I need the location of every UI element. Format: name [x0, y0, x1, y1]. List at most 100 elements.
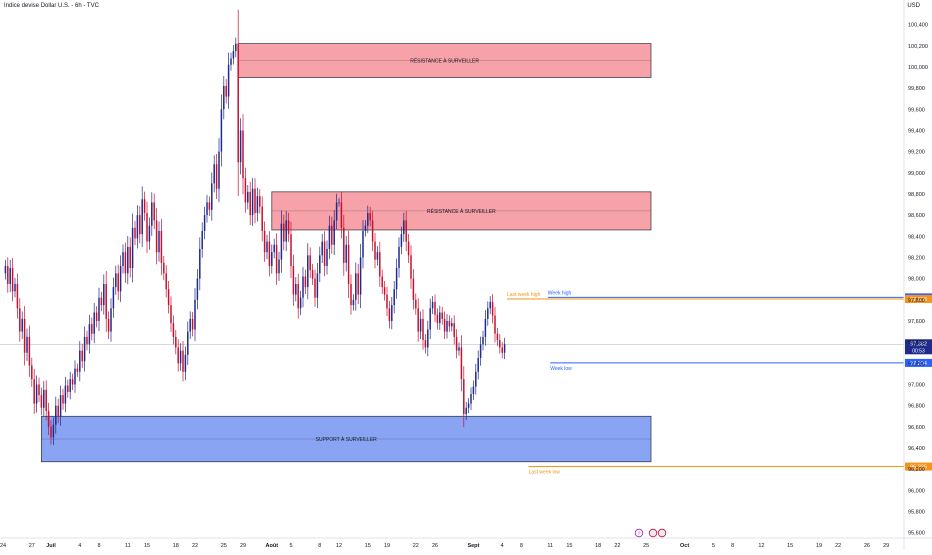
candle-body: [249, 191, 251, 216]
x-tick-label: Août: [266, 543, 279, 549]
candle-body: [95, 312, 98, 321]
y-tick-label: 98,400: [908, 234, 925, 240]
candle-body: [153, 202, 155, 221]
candle-body: [40, 395, 43, 408]
candle-body: [105, 283, 107, 319]
candle-body: [218, 151, 220, 189]
candle-body: [201, 231, 203, 250]
candle-body: [345, 244, 347, 263]
x-tick-label: 18: [595, 543, 601, 549]
x-tick-label: 15: [144, 543, 150, 549]
candle-body: [328, 225, 331, 250]
x-tick-label: 26: [864, 543, 870, 549]
candle-body: [139, 215, 141, 235]
candle-body: [427, 329, 429, 348]
x-tick-label: 15: [566, 543, 572, 549]
candle-body: [283, 223, 285, 242]
level-price-tag: [905, 462, 932, 471]
candle-body: [203, 215, 206, 232]
candle-body: [364, 225, 367, 232]
candle-body: [59, 395, 62, 417]
candle-body: [187, 331, 189, 355]
candle-body: [52, 424, 55, 438]
candle-body: [460, 347, 463, 380]
us-flag-icon: [657, 528, 667, 538]
candle-body: [184, 354, 187, 372]
candle-body: [434, 301, 436, 315]
level-price-tag: [905, 358, 932, 367]
candle-body: [141, 199, 143, 235]
x-tick-label: 22: [192, 543, 198, 549]
candle-body: [424, 340, 427, 348]
y-tick-label: 98,800: [908, 192, 925, 198]
y-tick-label: 96,600: [908, 425, 925, 431]
candle-body: [244, 178, 247, 203]
candle-body: [227, 64, 230, 97]
candle-body: [19, 308, 21, 332]
candle-body: [482, 336, 484, 345]
candle-body: [367, 213, 369, 226]
event-f-icon: [634, 528, 644, 538]
candle-body: [16, 283, 19, 309]
y-tick-label: 97,400: [908, 340, 925, 346]
candle-body: [278, 259, 280, 274]
candle-body: [64, 385, 67, 404]
level-price-label: 96,225: [910, 465, 927, 471]
candle-body: [170, 305, 172, 324]
candle-body: [98, 297, 100, 321]
candle-body: [158, 231, 160, 253]
candle-body: [422, 318, 424, 341]
countdown-label: 00:53: [912, 348, 925, 354]
candle-body: [455, 336, 458, 351]
candle-body: [429, 308, 431, 330]
candle-body: [311, 270, 314, 279]
candle-body: [179, 350, 182, 364]
candle-body: [62, 395, 64, 404]
candle-body: [79, 350, 81, 372]
candle-body: [146, 213, 148, 242]
candle-body: [470, 394, 472, 404]
candle-body: [115, 273, 117, 288]
x-tick-label: 8: [318, 543, 321, 549]
candle-body: [359, 257, 362, 295]
candle-body: [235, 43, 237, 52]
candle-body: [410, 255, 412, 279]
candle-body: [155, 220, 158, 253]
candle-body: [213, 164, 215, 184]
y-tick-label: 99,400: [908, 128, 925, 134]
candle-body: [88, 324, 91, 345]
candle-body: [297, 283, 299, 309]
candle-body: [484, 318, 487, 337]
candle-body: [172, 323, 175, 337]
candle-body: [475, 371, 477, 387]
candle-body: [489, 301, 491, 309]
candle-body: [446, 320, 448, 332]
candle-body: [467, 403, 470, 408]
x-tick-label: 29: [240, 543, 246, 549]
candle-body: [333, 220, 335, 245]
candle-body: [271, 252, 273, 266]
candle-body: [199, 249, 201, 279]
y-tick-label: 100,000: [908, 65, 928, 71]
candle-body: [86, 336, 88, 345]
candle-body: [259, 196, 261, 207]
candle-body: [412, 278, 415, 300]
x-tick-label: 4: [78, 543, 81, 549]
candle-body: [381, 276, 383, 288]
candle-body: [268, 241, 271, 266]
candle-body: [307, 255, 309, 288]
candle-body: [247, 191, 249, 203]
candle-body: [124, 252, 127, 274]
candle-body: [405, 220, 407, 242]
y-tick-label: 98,200: [908, 255, 925, 261]
candle-body: [458, 347, 460, 351]
candle-body: [319, 255, 321, 274]
level-label: Week low: [550, 366, 572, 372]
x-tick-label: 5: [712, 543, 715, 549]
candle-body: [347, 244, 350, 284]
candle-body: [112, 287, 115, 309]
candle-body: [237, 43, 239, 163]
candle-body: [463, 379, 465, 415]
